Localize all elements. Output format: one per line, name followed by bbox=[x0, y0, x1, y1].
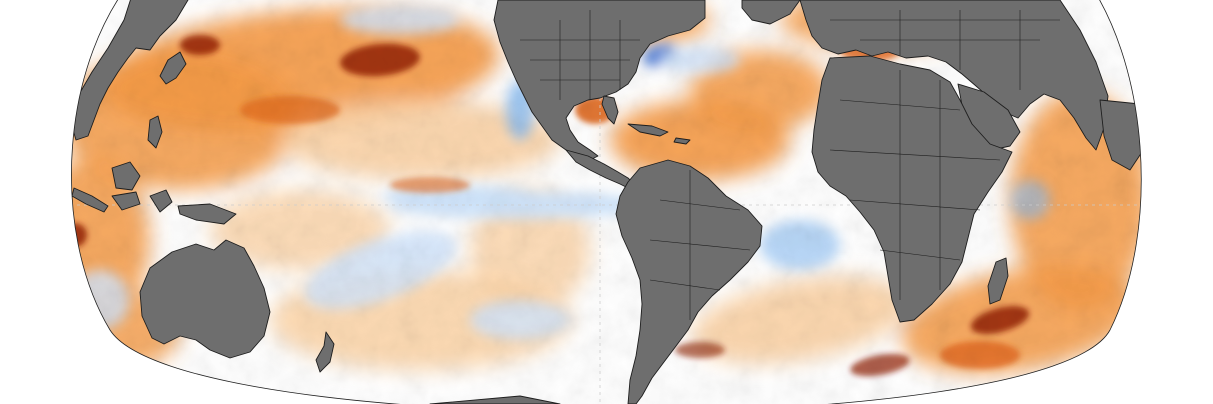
antarctica-edge bbox=[429, 395, 561, 404]
south-america bbox=[615, 159, 763, 404]
caribbean-islands bbox=[627, 123, 691, 145]
philippines bbox=[147, 115, 163, 149]
new-zealand bbox=[315, 331, 335, 373]
africa bbox=[811, 55, 1013, 323]
madagascar bbox=[987, 257, 1009, 305]
japan bbox=[159, 51, 187, 85]
borneo bbox=[111, 161, 141, 191]
australia bbox=[139, 239, 271, 359]
greenland bbox=[741, 0, 801, 25]
florida bbox=[601, 95, 619, 125]
indonesia bbox=[71, 187, 237, 225]
country-borders bbox=[520, 10, 1060, 320]
east-asia bbox=[71, 0, 189, 141]
